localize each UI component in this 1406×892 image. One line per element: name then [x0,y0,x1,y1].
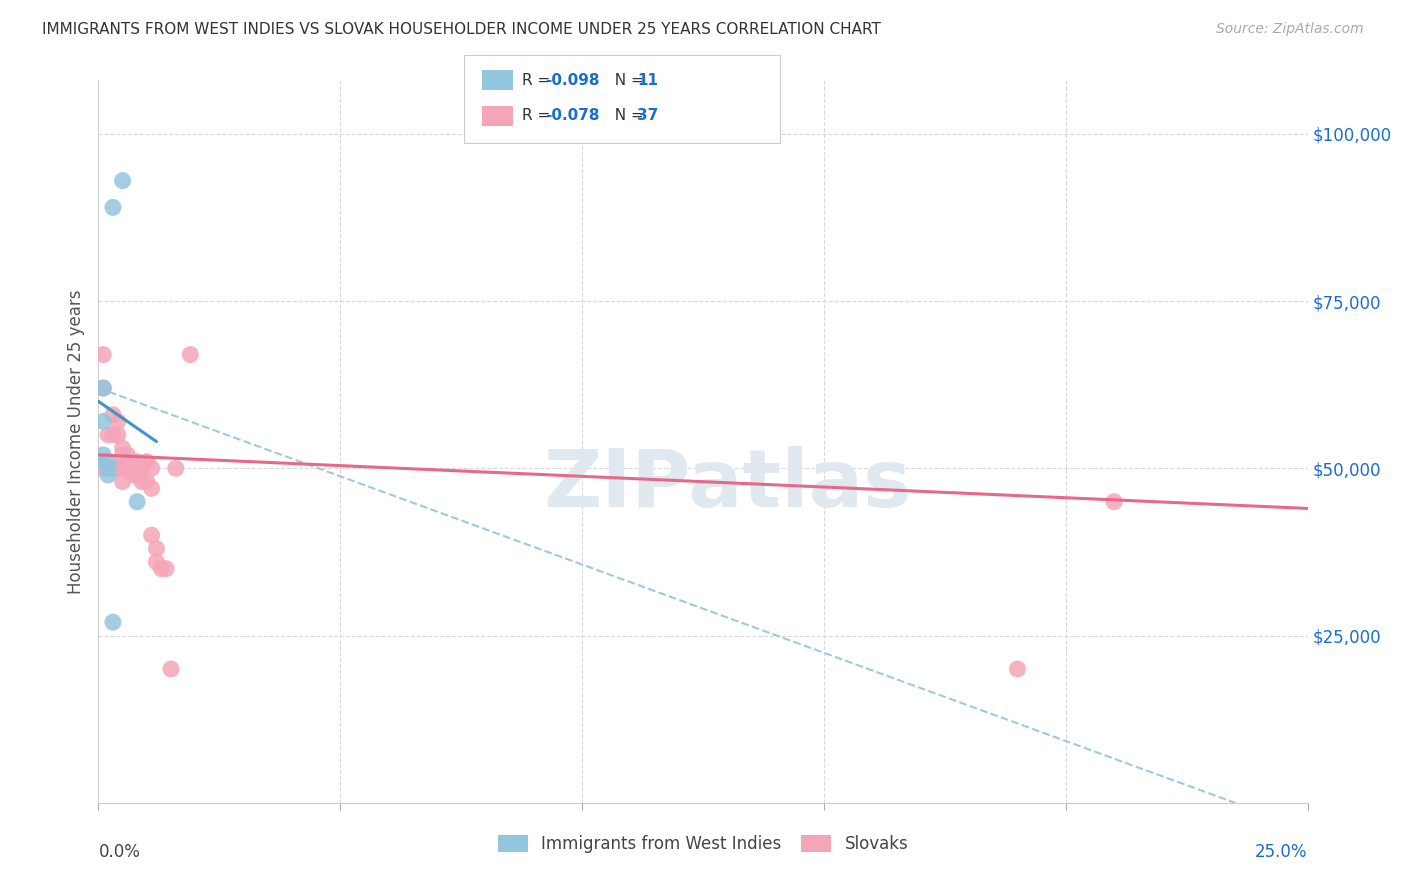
Point [91,348,114,362]
Point [107,414,129,428]
Point [127,467,149,482]
Point [135,475,157,489]
Point [87,461,110,475]
Point [101,615,124,630]
Point [150,562,173,576]
Point [131,461,153,475]
Point [1102,494,1125,508]
Point [121,454,143,469]
Point [97,461,120,475]
Point [145,541,167,556]
Text: N =: N = [605,109,648,123]
Point [179,348,201,362]
Point [91,454,114,469]
Point [111,173,134,188]
Point [101,461,124,475]
Point [160,662,183,676]
Point [97,467,120,482]
Point [97,461,120,475]
Text: IMMIGRANTS FROM WEST INDIES VS SLOVAK HOUSEHOLDER INCOME UNDER 25 YEARS CORRELAT: IMMIGRANTS FROM WEST INDIES VS SLOVAK HO… [42,22,882,37]
Text: 25.0%: 25.0% [1256,843,1308,861]
Point [1007,662,1029,676]
Point [141,528,163,542]
Point [101,408,124,422]
Text: R =: R = [522,109,555,123]
Point [97,427,120,442]
Point [135,454,157,469]
Point [111,461,134,475]
Text: 37: 37 [637,109,658,123]
Point [121,467,143,482]
Point [91,448,114,462]
Text: 0.0%: 0.0% [98,843,141,861]
Point [155,562,177,576]
Point [107,461,129,475]
Text: -0.078: -0.078 [546,109,600,123]
Point [91,381,114,395]
Point [131,475,153,489]
Point [141,482,163,496]
Y-axis label: Householder Income Under 25 years: Householder Income Under 25 years [66,289,84,594]
Point [101,201,124,215]
Point [91,381,114,395]
Point [117,448,139,462]
Text: R =: R = [522,73,555,87]
Point [97,454,120,469]
Text: -0.098: -0.098 [546,73,600,87]
Point [107,427,129,442]
Text: N =: N = [605,73,648,87]
Point [111,475,134,489]
Point [117,461,139,475]
Point [91,414,114,428]
Point [111,448,134,462]
Text: Source: ZipAtlas.com: Source: ZipAtlas.com [1216,22,1364,37]
Point [127,494,149,508]
Point [101,427,124,442]
Point [127,454,149,469]
Point [111,441,134,455]
Legend: Immigrants from West Indies, Slovaks: Immigrants from West Indies, Slovaks [491,828,915,860]
Point [165,461,187,475]
Text: ZIPatlas: ZIPatlas [543,446,911,524]
Text: 11: 11 [637,73,658,87]
Point [145,555,167,569]
Point [141,461,163,475]
